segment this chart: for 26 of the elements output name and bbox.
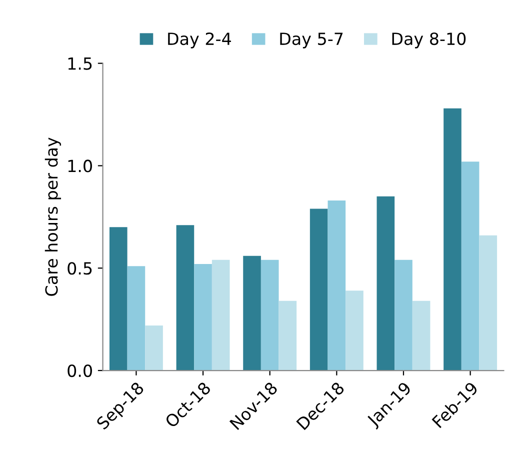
bar (243, 256, 261, 371)
bar (127, 266, 146, 371)
bar (194, 264, 212, 371)
bar (328, 200, 346, 371)
legend-label: Day 5-7 (280, 32, 343, 48)
bar (145, 325, 163, 371)
bar (412, 300, 430, 371)
bar (278, 300, 297, 371)
bar (394, 260, 412, 371)
bar (461, 162, 480, 371)
bar (479, 235, 498, 371)
y-tick-label: 1.0 (68, 160, 92, 172)
bar (260, 260, 279, 371)
bar (444, 108, 462, 371)
bar (109, 227, 128, 371)
y-tick-label: 0.0 (68, 364, 92, 378)
y-axis-title: Care hours per day (44, 138, 62, 296)
bar (346, 290, 364, 371)
legend-label: Day 8-10 (392, 32, 466, 48)
bar (212, 260, 230, 371)
bar (176, 225, 194, 371)
y-tick-label: 0.5 (68, 262, 92, 275)
y-tick-label: 1.5 (68, 57, 92, 70)
legend-label: Day 2-4 (168, 32, 231, 48)
bar (376, 196, 395, 371)
bar (310, 208, 328, 371)
